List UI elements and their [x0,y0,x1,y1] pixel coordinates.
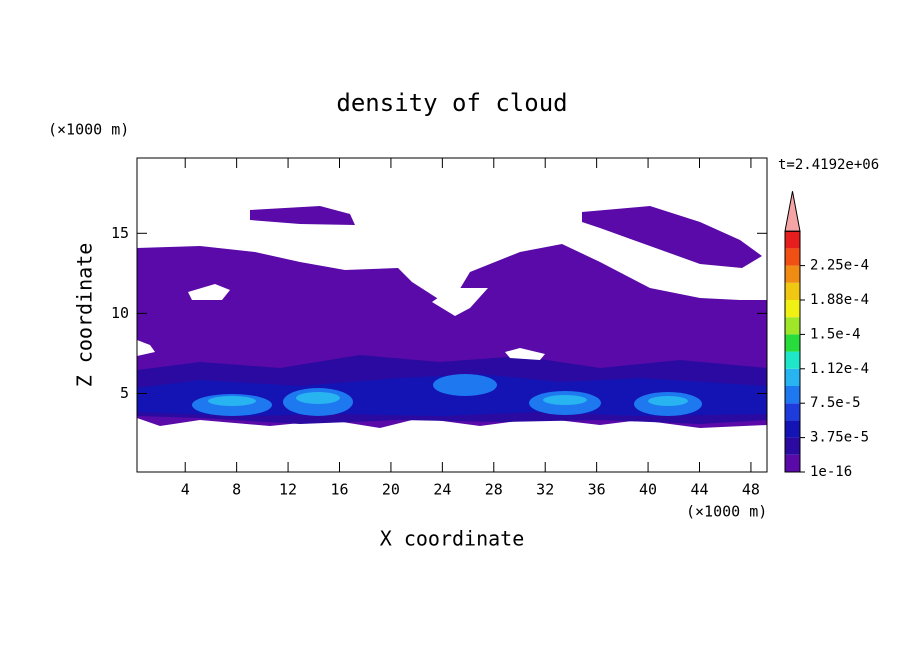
time-annotation: t=2.4192e+06 [778,157,879,173]
cloud-hole [432,288,488,316]
cloud-core [208,396,256,406]
y-axis-label: Z coordinate [73,243,97,388]
colorbar-swatch [785,282,800,300]
x-tick-label: 32 [536,481,554,499]
plot-frame [136,157,768,473]
colorbar-tick-label: 1.5e-4 [810,326,861,342]
chart-title: density of cloud [336,89,567,117]
x-tick-label: 20 [382,481,400,499]
y-unit: (×1000 m) [48,121,129,139]
colorbar-swatch [785,231,800,249]
x-tick-label: 8 [232,481,241,499]
cloud-hole [137,340,155,356]
colorbar-swatch [785,334,800,352]
cloud-core [543,395,587,405]
colorbar-swatch [785,265,800,283]
colorbar-swatch [785,437,800,455]
x-tick-label: 36 [588,481,606,499]
colorbar-swatch [785,420,800,438]
x-tick-label: 12 [279,481,297,499]
colorbar-tick-label: 2.25e-4 [810,258,869,274]
contour-field [137,206,767,428]
cloud-region [250,206,355,225]
colorbar-swatch [785,317,800,335]
x-tick-label: 16 [330,481,348,499]
x-axis-label: X coordinate [380,527,525,551]
colorbar-tick-label: 1e-16 [810,464,852,480]
colorbar-tick-label: 1.88e-4 [810,292,869,308]
colorbar-swatch [785,403,800,421]
cloud-hole [188,284,230,300]
y-tick-label: 15 [111,224,129,242]
x-tick-label: 48 [742,481,760,499]
y-tick-label: 5 [120,384,129,402]
colorbar-swatch [785,454,800,472]
colorbar-tick-label: 7.5e-5 [810,395,861,411]
x-tick-label: 40 [639,481,657,499]
colorbar-swatch [785,386,800,404]
colorbar-frame [784,230,801,473]
y-tick-label: 10 [111,304,129,322]
cloud-hole [505,348,545,360]
colorbar-extension [784,191,801,232]
x-unit: (×1000 m) [686,503,767,521]
colorbar-swatch [785,300,800,318]
cloud-core [648,396,688,406]
colorbar-swatch [785,351,800,369]
cloud-core [433,374,497,396]
cloud-core [296,392,340,404]
colorbar-swatch [785,248,800,266]
x-tick-label: 4 [181,481,190,499]
x-tick-label: 24 [433,481,451,499]
cloud-region [582,206,762,268]
x-tick-label: 44 [690,481,708,499]
colorbar-tick-label: 1.12e-4 [810,361,869,377]
colorbar: 1e-16 3.75e-5 7.5e-5 1.12e-4 1.5e-4 1.88e-4 2.… [784,191,869,480]
colorbar-swatch [785,368,800,386]
colorbar-tick-label: 3.75e-5 [810,430,869,446]
x-tick-label: 28 [485,481,503,499]
